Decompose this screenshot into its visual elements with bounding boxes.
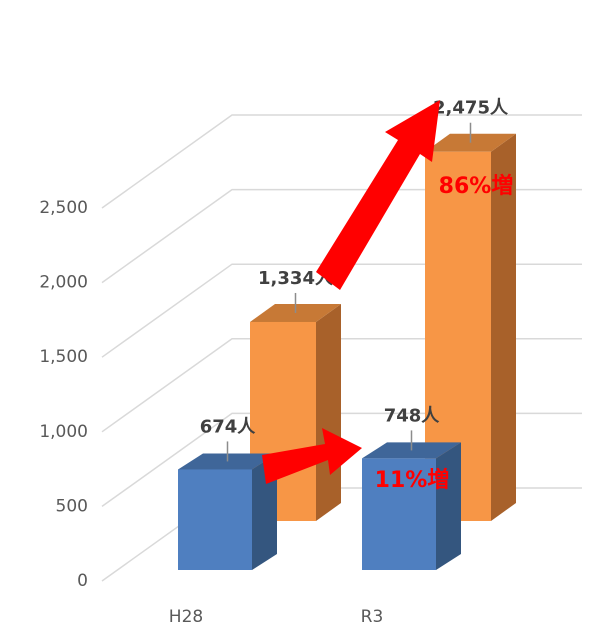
y-tick-label: 1,000 (39, 422, 88, 442)
bars: 1,334人 2,475人 674人 748人 (178, 98, 516, 570)
arrows (262, 100, 440, 484)
y-tick-label: 500 (56, 496, 88, 516)
annotation: 86%増 (439, 173, 514, 199)
arrow (316, 100, 440, 290)
x-tick-label: R3 (361, 607, 384, 627)
bar-side (436, 442, 461, 570)
y-tick-label: 1,500 (39, 347, 88, 367)
y-tick-label: 0 (77, 571, 88, 591)
y-tick-label: 2,500 (39, 198, 88, 218)
arrow (262, 428, 362, 484)
bar (178, 469, 252, 570)
bar-side (252, 453, 277, 570)
bar-side (316, 303, 341, 521)
value-label: 674人 (200, 416, 257, 437)
x-tick-label: H28 (169, 607, 203, 627)
value-label: 2,475人 (433, 98, 509, 119)
annotation: 11%増 (375, 467, 450, 493)
value-label: 748人 (384, 405, 441, 426)
y-tick-label: 2,000 (39, 273, 88, 293)
bar-side (491, 133, 516, 522)
grid-line (101, 114, 582, 209)
value-label: 1,334人 (258, 268, 334, 289)
bar (362, 458, 436, 570)
